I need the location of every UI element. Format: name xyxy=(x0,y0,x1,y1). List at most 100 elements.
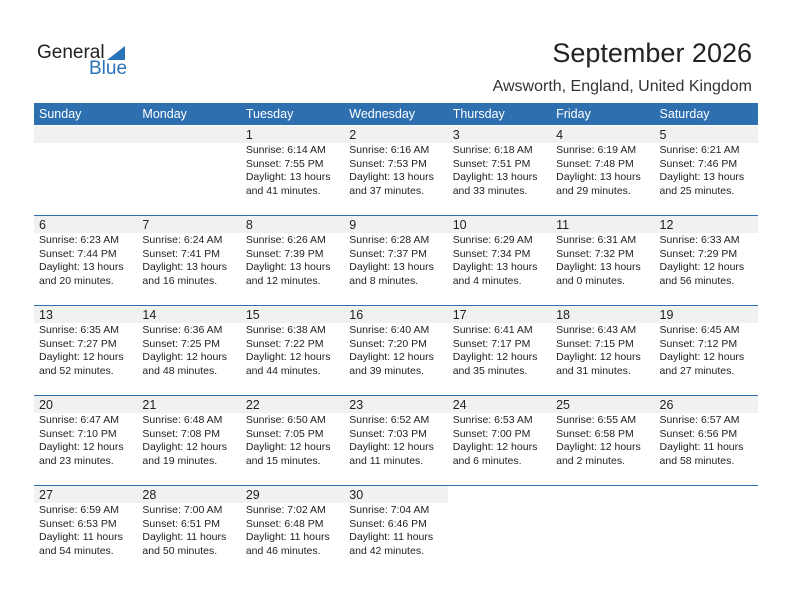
daylight-minutes-text: and 29 minutes. xyxy=(556,184,631,197)
day-number: 17 xyxy=(447,306,552,323)
sun-info: Sunrise: 6:28 AM Sunset: 7:37 PM Daylight:… xyxy=(344,233,447,288)
daylight-minutes-text: and 2 minutes. xyxy=(556,454,625,467)
daylight-minutes-text: and 20 minutes. xyxy=(39,274,114,287)
day-number: 15 xyxy=(240,306,345,323)
sun-info: Sunrise: 6:23 AM Sunset: 7:44 PM Daylight:… xyxy=(34,233,137,288)
day-number: 7 xyxy=(137,216,241,233)
day-number xyxy=(448,486,551,503)
sunset-text: Sunset: 7:27 PM xyxy=(39,337,117,350)
day-cell: 9 Sunrise: 6:28 AM Sunset: 7:37 PM Daylight… xyxy=(344,216,448,305)
day-number: 3 xyxy=(447,126,552,143)
daylight-minutes-text: and 58 minutes. xyxy=(659,454,735,467)
sunset-text: Sunset: 7:41 PM xyxy=(142,247,221,260)
sun-info: Sunrise: 6:45 AM Sunset: 7:12 PM Daylight:… xyxy=(655,323,758,378)
sunset-text: Sunset: 7:55 PM xyxy=(245,157,324,170)
day-number: 23 xyxy=(344,396,448,413)
daylight-minutes-text: and 42 minutes. xyxy=(349,544,424,557)
sunset-text: Sunset: 7:34 PM xyxy=(452,247,531,260)
daylight-minutes-text: and 56 minutes. xyxy=(659,274,735,287)
daylight-text: Daylight: 11 hours xyxy=(39,531,123,543)
daylight-text: Daylight: 13 hours xyxy=(452,171,538,183)
sunset-text: Sunset: 7:05 PM xyxy=(245,427,324,440)
week-row: 27 Sunrise: 6:59 AM Sunset: 6:53 PM Dayligh… xyxy=(34,485,758,575)
sunrise-text: Sunrise: 6:29 AM xyxy=(452,234,533,246)
daylight-text: Daylight: 13 hours xyxy=(39,261,124,273)
day-number: 28 xyxy=(137,486,241,503)
daylight-text: Daylight: 12 hours xyxy=(349,441,434,453)
daylight-minutes-text: and 4 minutes. xyxy=(452,274,522,287)
day-number: 10 xyxy=(447,216,552,233)
sunrise-text: Sunrise: 6:35 AM xyxy=(39,324,119,336)
sun-info: Sunrise: 6:18 AM Sunset: 7:51 PM Daylight:… xyxy=(448,143,551,198)
daylight-text: Daylight: 12 hours xyxy=(142,441,228,453)
sunrise-text: Sunrise: 6:43 AM xyxy=(556,324,637,336)
sunrise-text: Sunrise: 6:18 AM xyxy=(452,144,533,156)
sun-info: Sunrise: 6:16 AM Sunset: 7:53 PM Daylight:… xyxy=(344,143,447,198)
empty-cell xyxy=(448,486,551,575)
sunrise-text: Sunrise: 6:52 AM xyxy=(349,414,430,426)
sunrise-text: Sunrise: 7:02 AM xyxy=(245,504,326,516)
sun-info: Sunrise: 6:26 AM Sunset: 7:39 PM Daylight:… xyxy=(241,233,344,288)
week-row: 6 Sunrise: 6:23 AM Sunset: 7:44 PM Daylight… xyxy=(34,215,758,305)
sunrise-text: Sunrise: 6:53 AM xyxy=(452,414,533,426)
day-number: 24 xyxy=(447,396,552,413)
day-cell: 2 Sunrise: 6:16 AM Sunset: 7:53 PM Daylight… xyxy=(344,126,448,215)
day-cell: 26 Sunrise: 6:57 AM Sunset: 6:56 PM Dayligh… xyxy=(654,396,758,485)
sun-info: Sunrise: 6:43 AM Sunset: 7:15 PM Daylight:… xyxy=(551,323,654,378)
daylight-minutes-text: and 6 minutes. xyxy=(452,454,522,467)
daylight-text: Daylight: 13 hours xyxy=(142,261,228,273)
sunrise-text: Sunrise: 6:14 AM xyxy=(245,144,326,156)
sunrise-text: Sunrise: 6:24 AM xyxy=(142,234,223,246)
sun-info: Sunrise: 6:50 AM Sunset: 7:05 PM Daylight:… xyxy=(241,413,344,468)
daylight-minutes-text: and 50 minutes. xyxy=(142,544,218,557)
sunset-text: Sunset: 6:58 PM xyxy=(556,427,634,440)
sunrise-text: Sunrise: 6:19 AM xyxy=(556,144,637,156)
day-number: 14 xyxy=(137,306,241,323)
daylight-text: Daylight: 13 hours xyxy=(349,261,434,273)
sunrise-text: Sunrise: 6:47 AM xyxy=(39,414,119,426)
daylight-minutes-text: and 48 minutes. xyxy=(142,364,218,377)
day-number: 27 xyxy=(34,486,138,503)
daylight-text: Daylight: 12 hours xyxy=(142,351,228,363)
sun-info: Sunrise: 6:38 AM Sunset: 7:22 PM Daylight:… xyxy=(241,323,344,378)
sun-info: Sunrise: 6:21 AM Sunset: 7:46 PM Daylight:… xyxy=(655,143,758,198)
logo-triangle-icon xyxy=(107,46,125,60)
daylight-text: Daylight: 11 hours xyxy=(245,531,330,543)
weekday-friday: Friday xyxy=(556,107,591,121)
day-cell: 14 Sunrise: 6:36 AM Sunset: 7:25 PM Dayligh… xyxy=(137,306,241,395)
day-cell: 11 Sunrise: 6:31 AM Sunset: 7:32 PM Dayligh… xyxy=(551,216,655,305)
sunrise-text: Sunrise: 6:21 AM xyxy=(659,144,740,156)
day-cell: 13 Sunrise: 6:35 AM Sunset: 7:27 PM Dayligh… xyxy=(34,306,138,395)
sunrise-text: Sunrise: 6:57 AM xyxy=(659,414,740,426)
sunset-text: Sunset: 7:20 PM xyxy=(349,337,427,350)
daylight-minutes-text: and 39 minutes. xyxy=(349,364,424,377)
daylight-minutes-text: and 41 minutes. xyxy=(245,184,321,197)
day-number: 4 xyxy=(551,126,655,143)
day-number: 20 xyxy=(34,396,138,413)
sunset-text: Sunset: 7:39 PM xyxy=(245,247,324,260)
daylight-minutes-text: and 44 minutes. xyxy=(245,364,321,377)
sunrise-text: Sunrise: 6:55 AM xyxy=(556,414,637,426)
logo-text-general: General xyxy=(37,42,105,63)
sun-info: Sunrise: 6:40 AM Sunset: 7:20 PM Daylight:… xyxy=(344,323,447,378)
sunrise-text: Sunrise: 6:26 AM xyxy=(245,234,326,246)
day-number: 29 xyxy=(240,486,345,503)
sun-info: Sunrise: 6:14 AM Sunset: 7:55 PM Daylight:… xyxy=(241,143,344,198)
sun-info: Sunrise: 6:59 AM Sunset: 6:53 PM Daylight:… xyxy=(34,503,137,558)
sunset-text: Sunset: 7:08 PM xyxy=(142,427,221,440)
sunrise-text: Sunrise: 7:00 AM xyxy=(142,504,223,516)
weekday-saturday: Saturday xyxy=(659,107,710,121)
sunset-text: Sunset: 7:29 PM xyxy=(659,247,738,260)
weekday-tuesday: Tuesday xyxy=(245,107,294,121)
calendar: Sunday Monday Tuesday Wednesday Thursday Frid… xyxy=(34,103,758,575)
day-number xyxy=(137,126,241,143)
sunset-text: Sunset: 7:53 PM xyxy=(349,157,427,170)
weekday-wednesday: Wednesday xyxy=(349,107,416,121)
day-number: 1 xyxy=(240,126,345,143)
daylight-text: Daylight: 12 hours xyxy=(452,441,538,453)
daylight-minutes-text: and 52 minutes. xyxy=(39,364,114,377)
week-row: 13 Sunrise: 6:35 AM Sunset: 7:27 PM Dayligh… xyxy=(34,305,758,395)
day-number: 12 xyxy=(654,216,758,233)
empty-cell xyxy=(34,126,138,215)
weekday-sunday: Sunday xyxy=(39,107,82,121)
